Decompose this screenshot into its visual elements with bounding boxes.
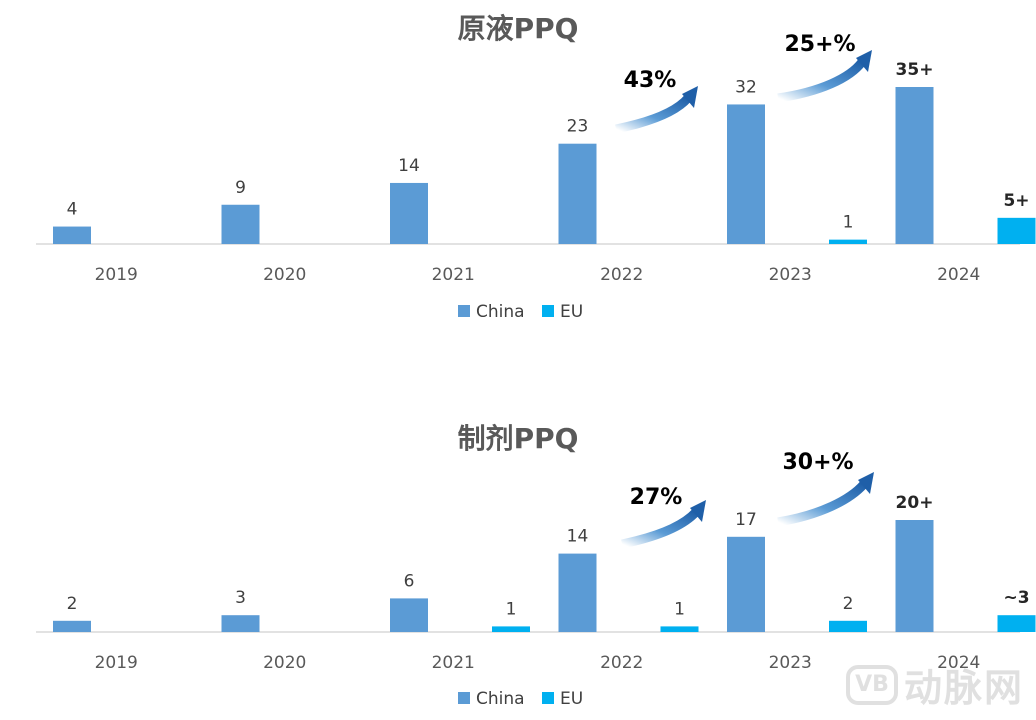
watermark: VB 动脉网 bbox=[845, 657, 1024, 712]
growth-arrow-icon bbox=[777, 480, 868, 527]
data-label-eu-2024: 5+ bbox=[1003, 191, 1029, 211]
bar-china-2024 bbox=[895, 87, 934, 244]
x-tick-label: 2022 bbox=[600, 265, 643, 285]
bar-eu-2024 bbox=[997, 615, 1036, 632]
legend-swatch-eu bbox=[542, 692, 554, 704]
data-label-eu-2023: 2 bbox=[843, 594, 854, 614]
data-label-china-2021: 6 bbox=[404, 571, 415, 591]
data-label-eu-2021: 1 bbox=[506, 599, 517, 619]
bar-eu-2023 bbox=[829, 239, 867, 244]
legend-label-eu: EU bbox=[560, 689, 583, 709]
growth-arrowhead-icon bbox=[856, 50, 872, 72]
legend-label-china: China bbox=[476, 302, 525, 322]
data-label-china-2023: 32 bbox=[735, 77, 757, 97]
growth-arrow-icon bbox=[777, 59, 866, 103]
chart-title: 原液PPQ bbox=[458, 12, 579, 45]
x-tick-label: 2021 bbox=[432, 653, 475, 673]
watermark-text: 动脉网 bbox=[903, 666, 1024, 710]
bar-china-2023 bbox=[727, 104, 765, 244]
legend-swatch-china bbox=[458, 305, 470, 317]
watermark-logo: VB bbox=[845, 664, 898, 705]
bar-china-2022 bbox=[558, 143, 597, 244]
bar-china-2019 bbox=[53, 620, 91, 632]
growth-arrow-icon bbox=[621, 508, 700, 549]
legend-label-eu: EU bbox=[560, 302, 583, 322]
bar-china-2021 bbox=[390, 182, 428, 244]
chart-drug-product-ppq: 制剂PPQ 2019 2 2020 3 2021 6 1 2022 14 1 2023 17 2 2024 2… bbox=[36, 422, 1036, 709]
x-tick-label: 2019 bbox=[95, 265, 138, 285]
data-label-eu-2023: 1 bbox=[843, 213, 854, 233]
bar-eu-2022 bbox=[660, 626, 699, 632]
bar-china-2020 bbox=[221, 615, 260, 632]
growth-label: 27% bbox=[630, 485, 683, 510]
data-label-eu-2022: 1 bbox=[674, 599, 685, 619]
data-label-china-2021: 14 bbox=[398, 156, 420, 176]
x-tick-label: 2023 bbox=[769, 265, 812, 285]
x-tick-label: 2024 bbox=[937, 265, 980, 285]
growth-label: 25+% bbox=[784, 32, 855, 57]
bar-eu-2021 bbox=[492, 626, 530, 632]
data-label-china-2019: 2 bbox=[67, 594, 78, 614]
data-label-china-2022: 23 bbox=[567, 117, 589, 137]
data-label-china-2024: 20+ bbox=[896, 493, 934, 513]
data-label-china-2020: 9 bbox=[235, 178, 246, 198]
data-label-china-2020: 3 bbox=[235, 588, 246, 608]
data-label-china-2019: 4 bbox=[67, 200, 78, 220]
x-tick-label: 2024 bbox=[937, 653, 980, 673]
legend-swatch-eu bbox=[542, 305, 554, 317]
bar-eu-2023 bbox=[829, 620, 867, 632]
data-label-eu-2024: ~3 bbox=[1003, 588, 1029, 608]
legend-swatch-china bbox=[458, 692, 470, 704]
growth-arrowhead-icon bbox=[690, 500, 706, 522]
growth-label: 43% bbox=[624, 68, 677, 93]
bar-china-2020 bbox=[221, 204, 260, 244]
legend-label-china: China bbox=[476, 689, 525, 709]
x-tick-label: 2022 bbox=[600, 653, 643, 673]
chart-bulk-ppq: 原液PPQ 2019 4 2020 9 2021 14 2022 23 2023 32 1 2024 35… bbox=[36, 12, 1036, 322]
data-label-china-2022: 14 bbox=[567, 527, 589, 547]
x-tick-label: 2020 bbox=[263, 265, 306, 285]
bar-china-2021 bbox=[390, 598, 428, 632]
bar-eu-2024 bbox=[997, 217, 1036, 244]
x-tick-label: 2023 bbox=[769, 653, 812, 673]
data-label-china-2024: 35+ bbox=[896, 60, 934, 80]
bar-china-2024 bbox=[895, 520, 934, 632]
growth-arrowhead-icon bbox=[858, 472, 874, 494]
x-tick-label: 2020 bbox=[263, 653, 306, 673]
growth-arrow-icon bbox=[615, 94, 692, 134]
growth-label: 30+% bbox=[782, 450, 853, 475]
bar-china-2019 bbox=[53, 226, 91, 244]
x-tick-label: 2021 bbox=[432, 265, 475, 285]
growth-arrowhead-icon bbox=[682, 86, 698, 108]
bar-china-2023 bbox=[727, 536, 765, 632]
bar-china-2022 bbox=[558, 553, 597, 632]
chart-title: 制剂PPQ bbox=[458, 422, 579, 455]
data-label-china-2023: 17 bbox=[735, 510, 757, 530]
x-tick-label: 2019 bbox=[95, 653, 138, 673]
